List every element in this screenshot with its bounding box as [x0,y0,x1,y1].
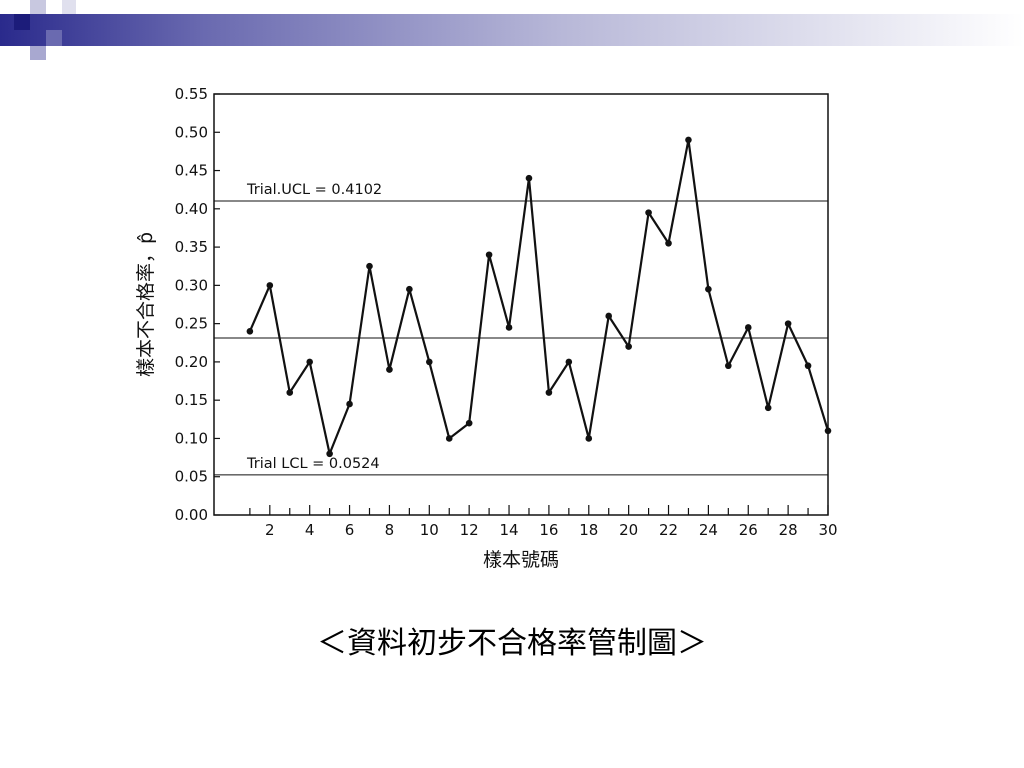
data-point [485,251,493,259]
data-point [445,435,453,442]
data-point [824,427,832,435]
y-tick-label: 0.35 [175,238,208,256]
x-tick-label: 26 [739,521,758,539]
x-tick-label: 18 [579,521,598,539]
data-point [306,358,313,366]
data-point [784,320,792,327]
x-tick-label: 22 [659,521,678,539]
x-tick-label: 20 [619,521,638,539]
x-tick-label: 30 [818,521,837,539]
y-tick-label: 0.40 [175,200,208,218]
x-tick-label: 14 [499,521,518,539]
y-tick-label: 0.45 [175,162,208,180]
decor-square-icon [46,30,62,46]
y-tick-label: 0.05 [175,468,208,486]
decor-square-icon [14,14,30,30]
plot-frame [213,93,829,516]
data-point [545,389,553,396]
decor-square-icon [30,46,46,60]
y-tick-label: 0.30 [175,276,208,294]
data-point [286,389,294,396]
data-point [804,362,812,370]
data-point [625,343,632,350]
x-tick-label: 28 [779,521,798,539]
data-point [505,324,513,331]
data-point [685,136,692,144]
control-line-label: Trial.UCL = 0.4102 [246,182,382,198]
y-tick-label: 0.50 [175,123,208,141]
data-point [605,312,613,320]
data-point [346,400,353,408]
data-point [266,282,274,289]
data-point [645,209,652,216]
data-point [665,239,672,247]
x-tick-label: 10 [420,521,439,539]
x-tick-label: 6 [345,521,355,539]
data-point [425,358,433,366]
x-tick-label: 12 [460,521,479,539]
control-line-label: Trial LCL = 0.0524 [246,456,380,472]
data-point [386,366,393,373]
data-point [585,435,593,442]
x-tick-label: 24 [699,521,718,539]
data-point [565,358,573,366]
y-tick-label: 0.20 [175,353,208,371]
y-tick-label: 0.15 [175,391,208,409]
decor-square-icon [30,0,46,14]
data-point [744,324,752,331]
title-bar-gradient [0,14,1024,46]
data-point [525,174,533,182]
data-point [764,404,772,412]
y-axis-label: 樣本不合格率，p̂ [135,232,157,377]
x-tick-label: 4 [305,521,315,539]
data-point [246,327,254,335]
x-tick-label: 16 [539,521,558,539]
data-point [366,262,373,270]
y-tick-label: 0.25 [175,315,208,333]
data-point [725,362,732,370]
series-line [248,138,830,455]
x-tick-label: 8 [385,521,395,539]
y-tick-label: 0.10 [175,429,208,447]
y-tick-label: 0.55 [175,85,208,103]
data-point [705,285,712,293]
decor-square-icon [62,0,76,14]
x-tick-label: 2 [265,521,275,539]
x-axis-label: 樣本號碼 [483,549,559,571]
y-tick-label: 0.00 [175,506,208,524]
data-point [326,450,333,458]
slide-caption: ＜資料初步不合格率管制圖＞ [317,626,707,661]
data-point [406,285,413,293]
data-point [465,419,473,427]
